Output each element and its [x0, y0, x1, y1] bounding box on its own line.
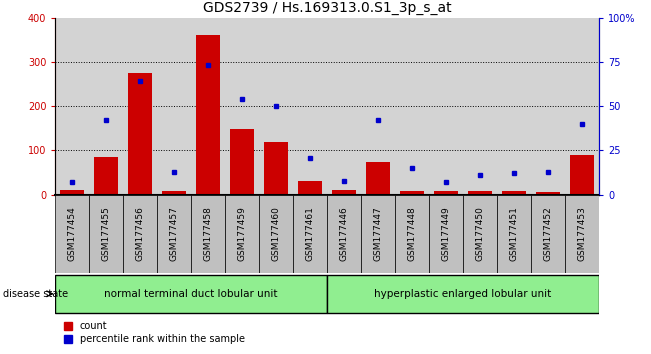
Text: GSM177453: GSM177453	[577, 206, 587, 261]
Text: GSM177449: GSM177449	[441, 206, 450, 261]
Bar	[264, 143, 288, 195]
Text: GSM177456: GSM177456	[136, 206, 145, 261]
Bar	[502, 191, 526, 195]
Bar	[468, 191, 492, 195]
Text: GSM177454: GSM177454	[68, 206, 77, 261]
Text: GSM177447: GSM177447	[374, 206, 383, 261]
Bar	[332, 190, 356, 195]
Bar	[570, 155, 594, 195]
Bar	[327, 195, 361, 273]
Bar	[230, 129, 254, 195]
Bar	[434, 191, 458, 195]
Bar	[94, 157, 118, 195]
Text: GSM177461: GSM177461	[305, 206, 314, 261]
Text: hyperplastic enlarged lobular unit: hyperplastic enlarged lobular unit	[374, 289, 551, 299]
Bar	[497, 195, 531, 273]
Text: GSM177457: GSM177457	[170, 206, 179, 261]
Bar	[158, 195, 191, 273]
Bar	[361, 195, 395, 273]
Bar	[298, 181, 322, 195]
Legend: count, percentile rank within the sample: count, percentile rank within the sample	[60, 318, 249, 348]
Bar	[61, 190, 84, 195]
Bar	[89, 195, 123, 273]
Bar	[128, 73, 152, 195]
Bar	[463, 195, 497, 273]
Text: GSM177452: GSM177452	[544, 206, 553, 261]
Bar	[429, 195, 463, 273]
Bar	[327, 275, 599, 313]
Bar	[259, 195, 293, 273]
Text: GSM177455: GSM177455	[102, 206, 111, 261]
Bar	[536, 193, 560, 195]
Text: GSM177460: GSM177460	[271, 206, 281, 261]
Bar	[395, 195, 429, 273]
Text: normal terminal duct lobular unit: normal terminal duct lobular unit	[104, 289, 278, 299]
Title: GDS2739 / Hs.169313.0.S1_3p_s_at: GDS2739 / Hs.169313.0.S1_3p_s_at	[203, 1, 451, 15]
Bar	[197, 35, 220, 195]
Text: disease state: disease state	[3, 289, 68, 299]
Bar	[55, 275, 327, 313]
Bar	[293, 195, 327, 273]
Bar	[162, 191, 186, 195]
Text: GSM177450: GSM177450	[475, 206, 484, 261]
Text: GSM177446: GSM177446	[340, 206, 349, 261]
Text: GSM177451: GSM177451	[510, 206, 518, 261]
Bar	[400, 191, 424, 195]
Text: GSM177459: GSM177459	[238, 206, 247, 261]
Bar	[55, 195, 89, 273]
Bar	[225, 195, 259, 273]
Text: GSM177448: GSM177448	[408, 206, 417, 261]
Text: GSM177458: GSM177458	[204, 206, 213, 261]
Bar	[367, 161, 390, 195]
Bar	[123, 195, 158, 273]
Bar	[531, 195, 565, 273]
Bar	[191, 195, 225, 273]
Bar	[565, 195, 599, 273]
